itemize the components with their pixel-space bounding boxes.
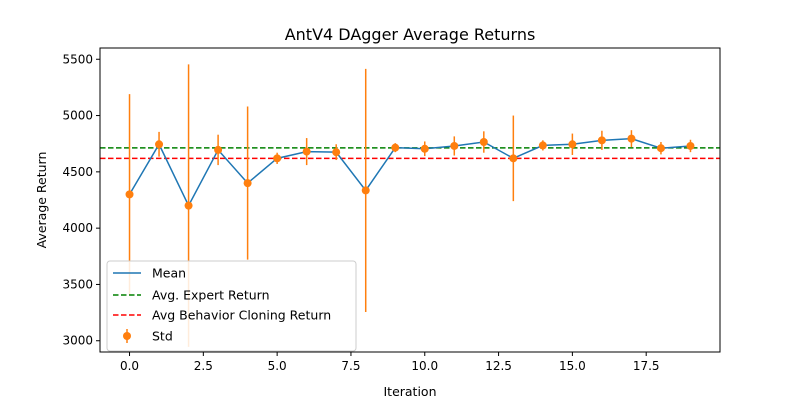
std-data-point bbox=[332, 148, 341, 157]
std-data-point bbox=[538, 141, 547, 150]
plot-frame bbox=[99, 47, 721, 353]
y-tick-label: 3000 bbox=[62, 334, 93, 348]
chart-title: AntV4 DAgger Average Returns bbox=[285, 25, 536, 44]
std-data-point bbox=[568, 140, 577, 149]
x-tick-label: 0.0 bbox=[120, 359, 139, 373]
std-data-point bbox=[597, 136, 606, 145]
std-data-point bbox=[273, 154, 282, 163]
legend-box bbox=[106, 260, 357, 352]
std-data-point bbox=[479, 138, 488, 147]
x-tick-label: 15.0 bbox=[559, 359, 586, 373]
x-tick-label: 12.5 bbox=[485, 359, 512, 373]
std-data-point bbox=[420, 144, 429, 153]
std-data-point bbox=[450, 141, 459, 150]
y-tick-label: 5500 bbox=[62, 52, 93, 66]
legend-std-label: Std bbox=[152, 329, 173, 344]
x-tick-label: 7.5 bbox=[341, 359, 360, 373]
legend-mean-label: Mean bbox=[152, 266, 186, 281]
x-axis-label: Iteration bbox=[383, 384, 436, 399]
legend-reference-label: Avg Behavior Cloning Return bbox=[152, 308, 331, 323]
axis-ticks: 0.0 2.5 5.0 7.5 10.0 12.5 15.0 17.5 3000 3500 4000… bbox=[62, 52, 659, 373]
std-data-point bbox=[686, 141, 695, 150]
std-data-point bbox=[125, 190, 134, 199]
std-data-point bbox=[302, 147, 311, 156]
y-tick-label: 4000 bbox=[62, 221, 93, 235]
legend-reference-label: Avg. Expert Return bbox=[152, 288, 270, 303]
legend-std-swatch-point bbox=[123, 332, 131, 340]
std-data-point bbox=[656, 144, 665, 153]
std-data-point bbox=[361, 186, 370, 195]
std-data-point bbox=[509, 154, 518, 163]
mean-series-line bbox=[128, 137, 691, 208]
std-data-point bbox=[243, 179, 252, 188]
y-axis-label: Average Return bbox=[34, 152, 49, 249]
x-tick-label: 17.5 bbox=[633, 359, 660, 373]
x-tick-label: 10.0 bbox=[411, 359, 438, 373]
y-tick-label: 5000 bbox=[62, 109, 93, 123]
std-data-point bbox=[214, 145, 223, 154]
x-tick-label: 2.5 bbox=[194, 359, 213, 373]
legend: Mean Avg. Expert Return Avg Behavior Cloni… bbox=[106, 260, 357, 352]
std-data-point bbox=[155, 140, 164, 149]
std-data-point bbox=[627, 134, 636, 143]
std-data-point bbox=[391, 143, 400, 152]
std-data-point bbox=[184, 201, 193, 210]
x-tick-label: 5.0 bbox=[268, 359, 287, 373]
y-tick-label: 3500 bbox=[62, 277, 93, 291]
y-tick-label: 4500 bbox=[62, 165, 93, 179]
